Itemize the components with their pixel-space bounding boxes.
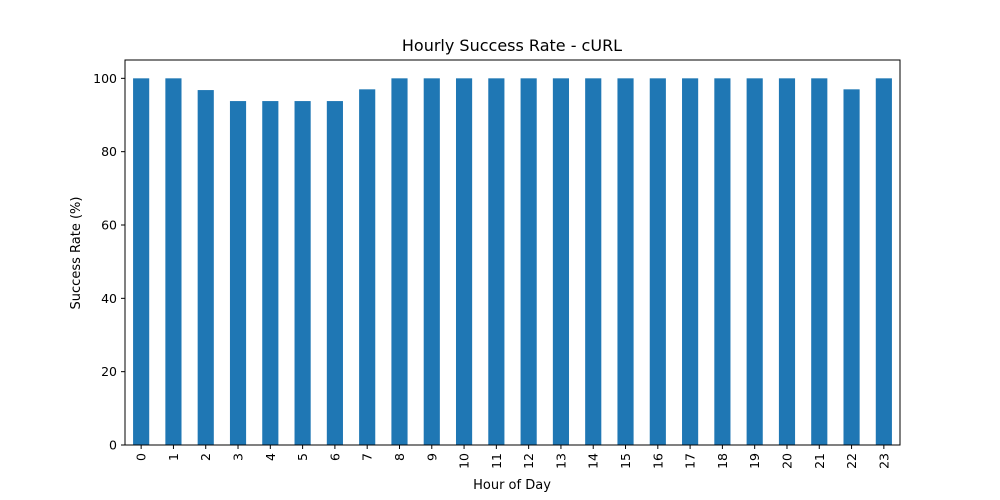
- bar-hour-22: [843, 89, 860, 445]
- x-tick-label: 17: [683, 453, 698, 469]
- y-axis-label: Success Rate (%): [69, 197, 84, 310]
- x-tick-label: 20: [779, 453, 794, 469]
- bar-hour-2: [197, 90, 214, 445]
- bar-hour-14: [585, 78, 602, 445]
- x-tick-label: 16: [650, 453, 665, 469]
- bars-group: [133, 78, 892, 445]
- bar-hour-8: [391, 78, 408, 445]
- y-tick-label: 100: [93, 71, 117, 86]
- bar-hour-11: [488, 78, 505, 445]
- bar-hour-15: [617, 78, 634, 445]
- bar-hour-12: [520, 78, 537, 445]
- bar-hour-4: [262, 101, 279, 445]
- x-tick-label: 22: [844, 453, 859, 469]
- bar-hour-5: [294, 101, 311, 445]
- x-tick-label: 7: [360, 453, 375, 461]
- x-tick-label: 18: [715, 453, 730, 469]
- chart-title: Hourly Success Rate - cURL: [402, 36, 622, 55]
- x-tick-label: 3: [231, 453, 246, 461]
- x-tick-label: 9: [424, 453, 439, 461]
- x-axis-ticks: 0 1 2 3 4 5 6 7 8 9 10 11 12 13 14 15 16 17 18 19 20 21 22 23: [134, 445, 891, 469]
- x-tick-label: 4: [263, 453, 278, 461]
- bar-hour-16: [649, 78, 666, 445]
- x-tick-label: 1: [166, 453, 181, 461]
- bar-hour-6: [326, 101, 343, 445]
- x-tick-label: 14: [586, 453, 601, 469]
- bar-hour-7: [359, 89, 376, 445]
- bar-hour-23: [875, 78, 892, 445]
- x-tick-label: 23: [876, 453, 891, 469]
- bar-hour-19: [746, 78, 763, 445]
- x-tick-label: 2: [198, 453, 213, 461]
- x-tick-label: 15: [618, 453, 633, 469]
- bar-hour-1: [165, 78, 182, 445]
- x-tick-label: 13: [553, 453, 568, 469]
- y-tick-label: 0: [109, 438, 117, 453]
- bar-hour-13: [552, 78, 570, 445]
- bar-hour-10: [455, 78, 473, 445]
- bar-hour-17: [682, 78, 699, 445]
- bar-hour-21: [811, 78, 828, 445]
- x-tick-label: 0: [134, 453, 149, 461]
- x-tick-label: 8: [392, 453, 407, 461]
- y-tick-label: 80: [101, 144, 117, 159]
- y-axis-ticks: 0 20 40 60 80 100: [93, 71, 125, 453]
- bar-hour-0: [133, 78, 150, 445]
- bar-hour-20: [778, 78, 796, 445]
- y-tick-label: 40: [101, 291, 117, 306]
- plot-frame: [124, 59, 901, 446]
- x-tick-label: 19: [747, 453, 762, 469]
- x-tick-label: 5: [295, 453, 310, 461]
- x-tick-label: 6: [327, 453, 342, 461]
- bar-hour-18: [714, 78, 731, 445]
- x-tick-label: 12: [521, 453, 536, 469]
- bar-hour-9: [423, 78, 440, 445]
- x-tick-label: 21: [812, 453, 827, 469]
- y-tick-label: 60: [101, 218, 117, 233]
- x-tick-label: 10: [457, 453, 472, 469]
- x-tick-label: 11: [489, 453, 504, 469]
- x-axis-label: Hour of Day: [473, 478, 551, 493]
- y-tick-label: 20: [101, 364, 117, 379]
- bar-hour-3: [229, 101, 247, 445]
